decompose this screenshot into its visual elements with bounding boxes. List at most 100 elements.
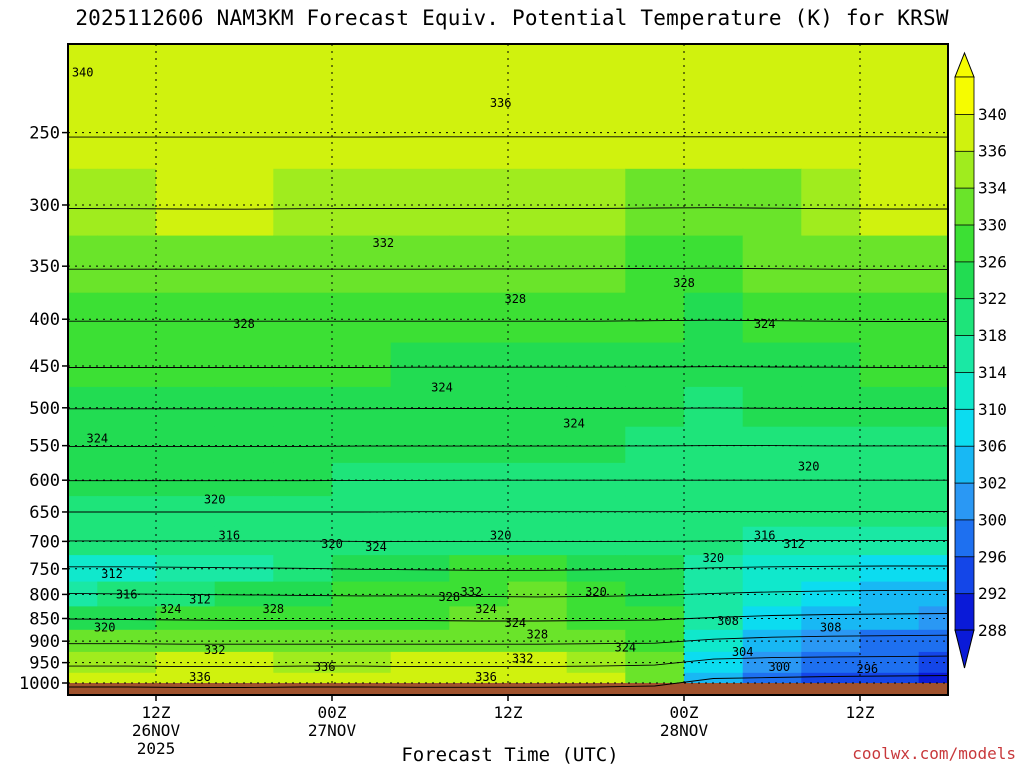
y-tick-label: 600 (29, 471, 60, 491)
colorbar-swatch (954, 113, 975, 152)
contour-labels: 3403363323283283283243243243243203203163… (72, 66, 878, 684)
heatmap-cell (742, 555, 802, 583)
heatmap-cell (508, 342, 568, 388)
heatmap-cell (684, 342, 744, 388)
colorbar-swatch (954, 555, 975, 595)
colorbar-swatch (954, 482, 975, 521)
heatmap-cell (214, 168, 274, 237)
heatmap-cell (918, 168, 949, 237)
heatmap-cell (860, 672, 920, 684)
heatmap-cell (214, 235, 274, 294)
heatmap-cell (684, 292, 744, 344)
heatmap-cell (97, 168, 157, 237)
heatmap-cell (390, 168, 450, 237)
colorbar-label: 318 (978, 326, 1007, 345)
heatmap-cell (508, 672, 568, 684)
heatmap-cell (566, 235, 626, 294)
heatmap-cell (508, 292, 568, 344)
colorbar-label: 334 (978, 179, 1007, 198)
contour-label: 336 (475, 670, 497, 684)
heatmap-cell (566, 651, 626, 674)
heatmap-cell (918, 651, 949, 674)
heatmap-cell (449, 44, 509, 170)
heatmap-cell (332, 606, 392, 631)
colorbar-swatch (954, 150, 975, 189)
heatmap-cell (918, 386, 949, 428)
heatmap-cell (332, 462, 392, 497)
contour-label: 328 (262, 602, 284, 616)
heatmap-cell (508, 44, 568, 170)
heatmap-cell (625, 426, 685, 464)
heatmap-cell (449, 629, 509, 653)
heatmap-cell (332, 235, 392, 294)
contour-label: 316 (754, 529, 776, 543)
y-tick-label: 750 (29, 560, 60, 580)
colorbar-label: 336 (978, 142, 1007, 161)
heatmap-cell (625, 235, 685, 294)
heatmap-cell (68, 44, 98, 170)
heatmap-cell (566, 581, 626, 607)
y-tick-label: 1000 (19, 674, 60, 694)
heatmap-cell (625, 672, 685, 684)
heatmap-cell (508, 235, 568, 294)
y-axis: 250 300 350 400 450 500 550 600 650 700 750 800 850 9… (19, 124, 68, 694)
heatmap-cell (390, 629, 450, 653)
contour-label: 312 (101, 567, 123, 581)
heatmap-cell (156, 44, 216, 170)
heatmap-cell (97, 386, 157, 428)
colorbar-swatch (954, 297, 975, 337)
heatmap-cell (801, 672, 861, 684)
heatmap-cell (449, 292, 509, 344)
colorbar-swatch (954, 76, 975, 115)
colorbar-label: 340 (978, 105, 1007, 124)
contour-label: 332 (512, 651, 534, 665)
contour-label: 324 (86, 431, 108, 445)
heatmap-cell (566, 672, 626, 684)
contour-line (68, 479, 948, 482)
colorbar-swatch (954, 519, 975, 558)
y-tick-label: 900 (29, 632, 60, 652)
contour-label: 320 (204, 493, 226, 507)
heatmap-cell (332, 292, 392, 344)
x-tick-label: 12Z (494, 703, 523, 722)
heatmap-cell (449, 555, 509, 583)
heatmap-cell (860, 292, 920, 344)
heatmap-cell (390, 651, 450, 674)
heatmap-cell (156, 629, 216, 653)
heatmap-cell (860, 426, 920, 464)
y-tick-label: 550 (29, 437, 60, 457)
colorbar-label: 330 (978, 215, 1007, 234)
heatmap-cell (332, 386, 392, 428)
colorbar-arrow-bottom (954, 629, 975, 669)
heatmap-cell (449, 672, 509, 684)
y-tick-label: 950 (29, 654, 60, 674)
heatmap-cell (390, 555, 450, 583)
contour-label: 324 (475, 602, 497, 616)
heatmap-cell (860, 651, 920, 674)
contour-label: 320 (702, 551, 724, 565)
heatmap-cell (273, 44, 333, 170)
heatmap-cell (332, 581, 392, 607)
heatmap-cell (625, 606, 685, 631)
contour-label: 332 (372, 236, 394, 250)
contour-line (68, 675, 949, 688)
heatmap-cell (97, 292, 157, 344)
heatmap-cell (684, 235, 744, 294)
colorbar-label: 326 (978, 252, 1007, 271)
heatmap-cell (625, 168, 685, 237)
heatmap-cell (508, 426, 568, 464)
contour-line (67, 613, 949, 622)
heatmap-cell (332, 672, 392, 684)
colorbar-label: 292 (978, 584, 1007, 603)
x-tick-label: 00Z (670, 703, 699, 722)
heatmap-cell (801, 44, 861, 170)
heatmap-cell (273, 386, 333, 428)
contour-label: 328 (438, 590, 460, 604)
heatmap-cell (684, 168, 744, 237)
contour-label: 312 (783, 537, 805, 551)
plot-area (68, 44, 949, 695)
heatmap-cell (390, 672, 450, 684)
contour-label: 312 (189, 592, 211, 606)
colorbar-swatch (954, 224, 975, 263)
